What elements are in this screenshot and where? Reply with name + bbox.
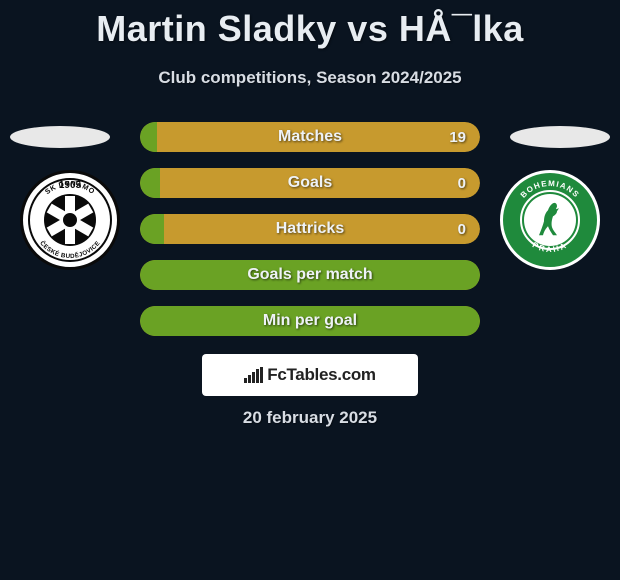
date-label: 20 february 2025: [0, 408, 620, 428]
team-right-crest: BOHEMIANS PRAHA: [500, 170, 600, 270]
stat-row: Matches19: [140, 122, 480, 152]
crest-left-year: 1905: [20, 180, 120, 191]
stat-row: Min per goal: [140, 306, 480, 336]
stat-label: Matches: [140, 122, 480, 152]
stat-label: Goals: [140, 168, 480, 198]
fctables-label: FcTables.com: [267, 365, 376, 385]
shadow-ellipse-right: [510, 126, 610, 148]
stat-row: Hattricks0: [140, 214, 480, 244]
subtitle: Club competitions, Season 2024/2025: [0, 68, 620, 88]
stat-label: Goals per match: [140, 260, 480, 290]
stat-row: Goals per match: [140, 260, 480, 290]
fctables-badge: FcTables.com: [202, 354, 418, 396]
team-left-crest: SK DYNAMO ČESKÉ BUDĚJOVICE 1905: [20, 170, 120, 270]
stats-container: Matches19Goals0Hattricks0Goals per match…: [140, 122, 480, 352]
stat-value-right: 0: [458, 214, 466, 244]
stat-value-right: 19: [449, 122, 466, 152]
stat-row: Goals0: [140, 168, 480, 198]
kangaroo-icon: [535, 201, 565, 237]
stat-value-right: 0: [458, 168, 466, 198]
stat-label: Min per goal: [140, 306, 480, 336]
shadow-ellipse-left: [10, 126, 110, 148]
fctables-logo-icon: [244, 367, 263, 383]
page-title: Martin Sladky vs HÅ¯lka: [0, 0, 620, 50]
stat-label: Hattricks: [140, 214, 480, 244]
